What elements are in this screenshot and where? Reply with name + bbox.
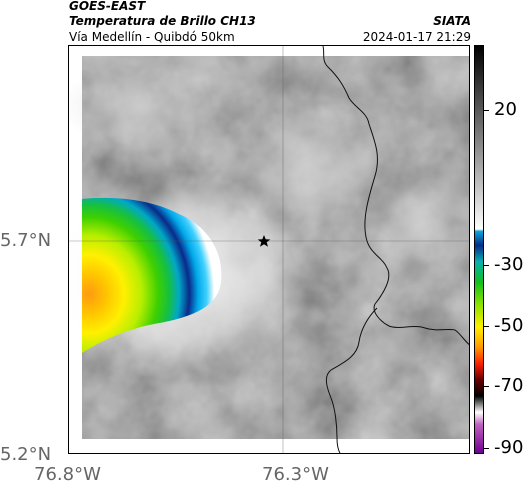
colorbar-tick <box>484 265 489 266</box>
lat-label: 5.2°N <box>0 444 52 465</box>
lon-label: 76.8°W <box>34 464 101 485</box>
colorbar-label: -90 <box>494 437 524 458</box>
colorbar-label: -50 <box>494 315 524 336</box>
brightness-temperature-map <box>69 46 469 453</box>
datetime-label: 2024-01-17 21:29 <box>362 30 471 44</box>
convective-cloud-core <box>82 197 222 353</box>
map-panel[interactable] <box>68 45 470 454</box>
colorbar-label: -70 <box>494 375 524 396</box>
cloud-band <box>219 106 399 226</box>
colorbar-tick <box>484 110 489 111</box>
cloud-band <box>359 176 469 276</box>
product-title: Temperatura de Brillo CH13 <box>69 14 256 28</box>
colorbar-label: 20 <box>494 99 517 120</box>
boundary-line <box>322 46 469 346</box>
cloud-band <box>69 66 219 146</box>
colorbar-tick <box>484 386 489 387</box>
colorbar-ramp <box>475 46 483 453</box>
lat-label: 5.7°N <box>0 230 52 251</box>
region-subtitle: Vía Medellín - Quibdó 50km <box>69 30 235 44</box>
lon-label: 76.3°W <box>262 464 329 485</box>
colorbar-tick <box>484 448 489 449</box>
satellite-title: GOES-EAST <box>69 0 146 13</box>
colorbar-tick <box>484 326 489 327</box>
star-icon <box>257 235 271 247</box>
colorbar-label: -30 <box>494 254 524 275</box>
colorbar <box>474 45 484 454</box>
agency-label: SIATA <box>433 14 471 28</box>
boundary-line <box>325 307 378 453</box>
